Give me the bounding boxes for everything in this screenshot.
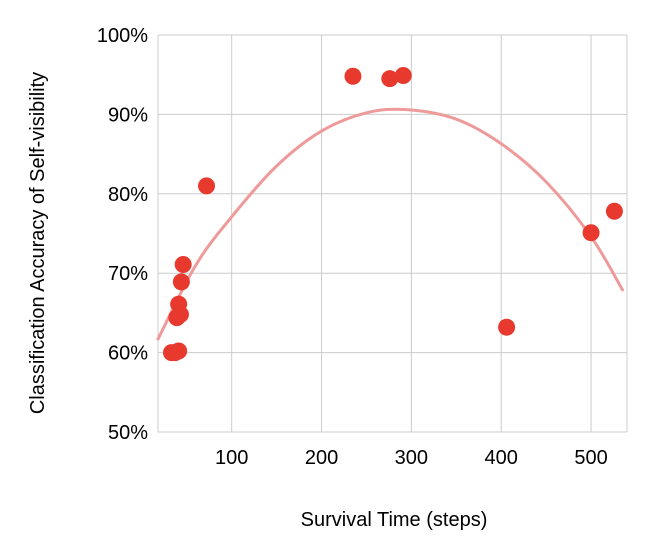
x-tick-label: 300: [395, 447, 428, 469]
points-layer: [162, 66, 623, 362]
data-point: [172, 273, 190, 291]
x-axis-title: Survival Time (steps): [301, 509, 488, 531]
data-point: [170, 295, 188, 313]
data-point: [605, 202, 623, 220]
grid-layer: [157, 34, 628, 433]
y-tick-label: 80%: [108, 184, 148, 206]
trendline: [156, 107, 625, 341]
x-tick-label: 400: [485, 447, 518, 469]
x-tick-label: 100: [215, 447, 248, 469]
trendline-layer: [156, 107, 625, 341]
data-point: [174, 255, 192, 273]
y-tick-label: 100%: [97, 25, 148, 47]
data-point: [582, 224, 600, 242]
tick-labels: 50% 60% 70% 80% 90% 100% 100 200 300 400 500: [97, 25, 608, 469]
y-axis-title: Classification Accuracy of Self-visibili…: [27, 72, 49, 414]
y-tick-label: 70%: [108, 263, 148, 285]
x-tick-label: 200: [305, 447, 338, 469]
x-tick-label: 500: [574, 447, 607, 469]
y-tick-label: 90%: [108, 104, 148, 126]
data-point: [394, 66, 412, 84]
y-tick-label: 50%: [108, 422, 148, 444]
y-tick-label: 60%: [108, 343, 148, 365]
data-point: [170, 342, 188, 360]
data-point: [198, 177, 216, 195]
data-point: [344, 67, 362, 85]
data-point: [381, 70, 399, 88]
data-point: [498, 318, 516, 336]
